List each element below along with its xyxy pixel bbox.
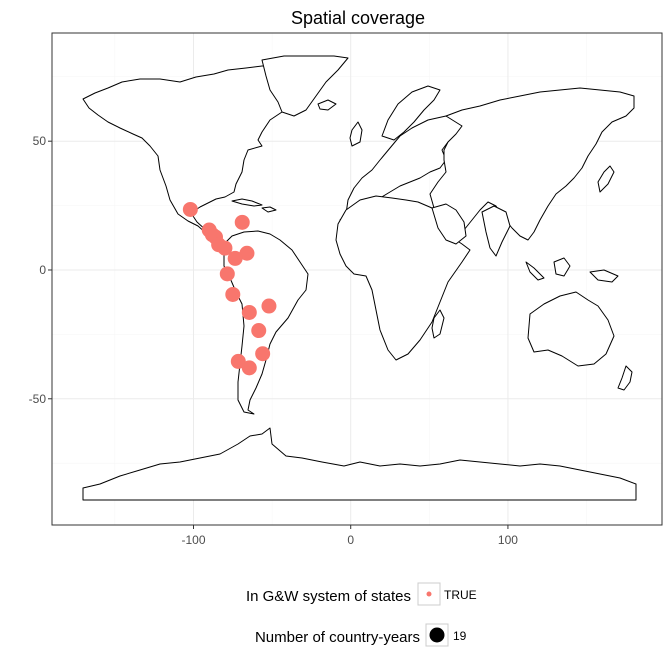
- landmass-new-guinea: [589, 269, 619, 283]
- legend-size-label: 19: [453, 629, 467, 643]
- landmass-borneo: [553, 257, 571, 277]
- y-tick-label: -50: [29, 392, 47, 406]
- landmass-india: [481, 205, 511, 257]
- legend-size-title: Number of country-years: [255, 629, 420, 646]
- landmass-arabia: [431, 203, 467, 245]
- x-tick-label: -100: [181, 533, 205, 547]
- chart-title: Spatial coverage: [291, 8, 425, 28]
- legend-color-swatch: [426, 591, 432, 597]
- landmass-greenland: [261, 55, 349, 117]
- landmass-iceland: [317, 99, 337, 111]
- landmass-australia: [527, 291, 615, 367]
- data-point: [234, 214, 250, 230]
- landmass-sumatra: [525, 261, 545, 281]
- legend-color-title: In G&W system of states: [246, 588, 411, 605]
- data-point: [225, 286, 241, 302]
- data-point: [241, 360, 257, 376]
- data-point: [251, 323, 267, 339]
- panel-border: [51, 32, 663, 526]
- landmass-great-britain: [349, 121, 363, 147]
- landmass-asia: [429, 87, 635, 241]
- landmass-cuba: [231, 198, 263, 207]
- data-point: [227, 250, 243, 266]
- landmass-scandinavia: [381, 85, 441, 141]
- data-point: [219, 266, 235, 282]
- axes: -100 0 100 50 0 -50: [29, 134, 519, 547]
- data-point: [217, 240, 233, 256]
- data-point: [239, 245, 255, 261]
- landmass-antarctica: [82, 427, 637, 501]
- data-point: [255, 346, 271, 362]
- legend-color-label: TRUE: [444, 588, 477, 602]
- y-tick-label: 0: [39, 263, 46, 277]
- landmass-hispaniola: [261, 206, 277, 213]
- legend-color: In G&W system of states TRUE: [246, 582, 477, 606]
- x-tick-label: 0: [347, 533, 354, 547]
- x-tick-label: 100: [498, 533, 518, 547]
- y-tick-label: 50: [33, 134, 47, 148]
- legend-size: Number of country-years 19: [255, 623, 467, 647]
- landmass-madagascar: [431, 309, 445, 339]
- data-point: [182, 201, 198, 217]
- landmass-new-zealand: [617, 365, 633, 391]
- landmass-africa: [335, 195, 471, 361]
- legend-size-swatch: [429, 627, 445, 643]
- world-landmasses: [82, 55, 637, 501]
- data-point: [261, 298, 277, 314]
- landmass-japan: [597, 165, 615, 193]
- data-point: [230, 353, 246, 369]
- data-points: [182, 201, 277, 376]
- landmass-north-america: [82, 65, 331, 239]
- data-point: [241, 304, 257, 320]
